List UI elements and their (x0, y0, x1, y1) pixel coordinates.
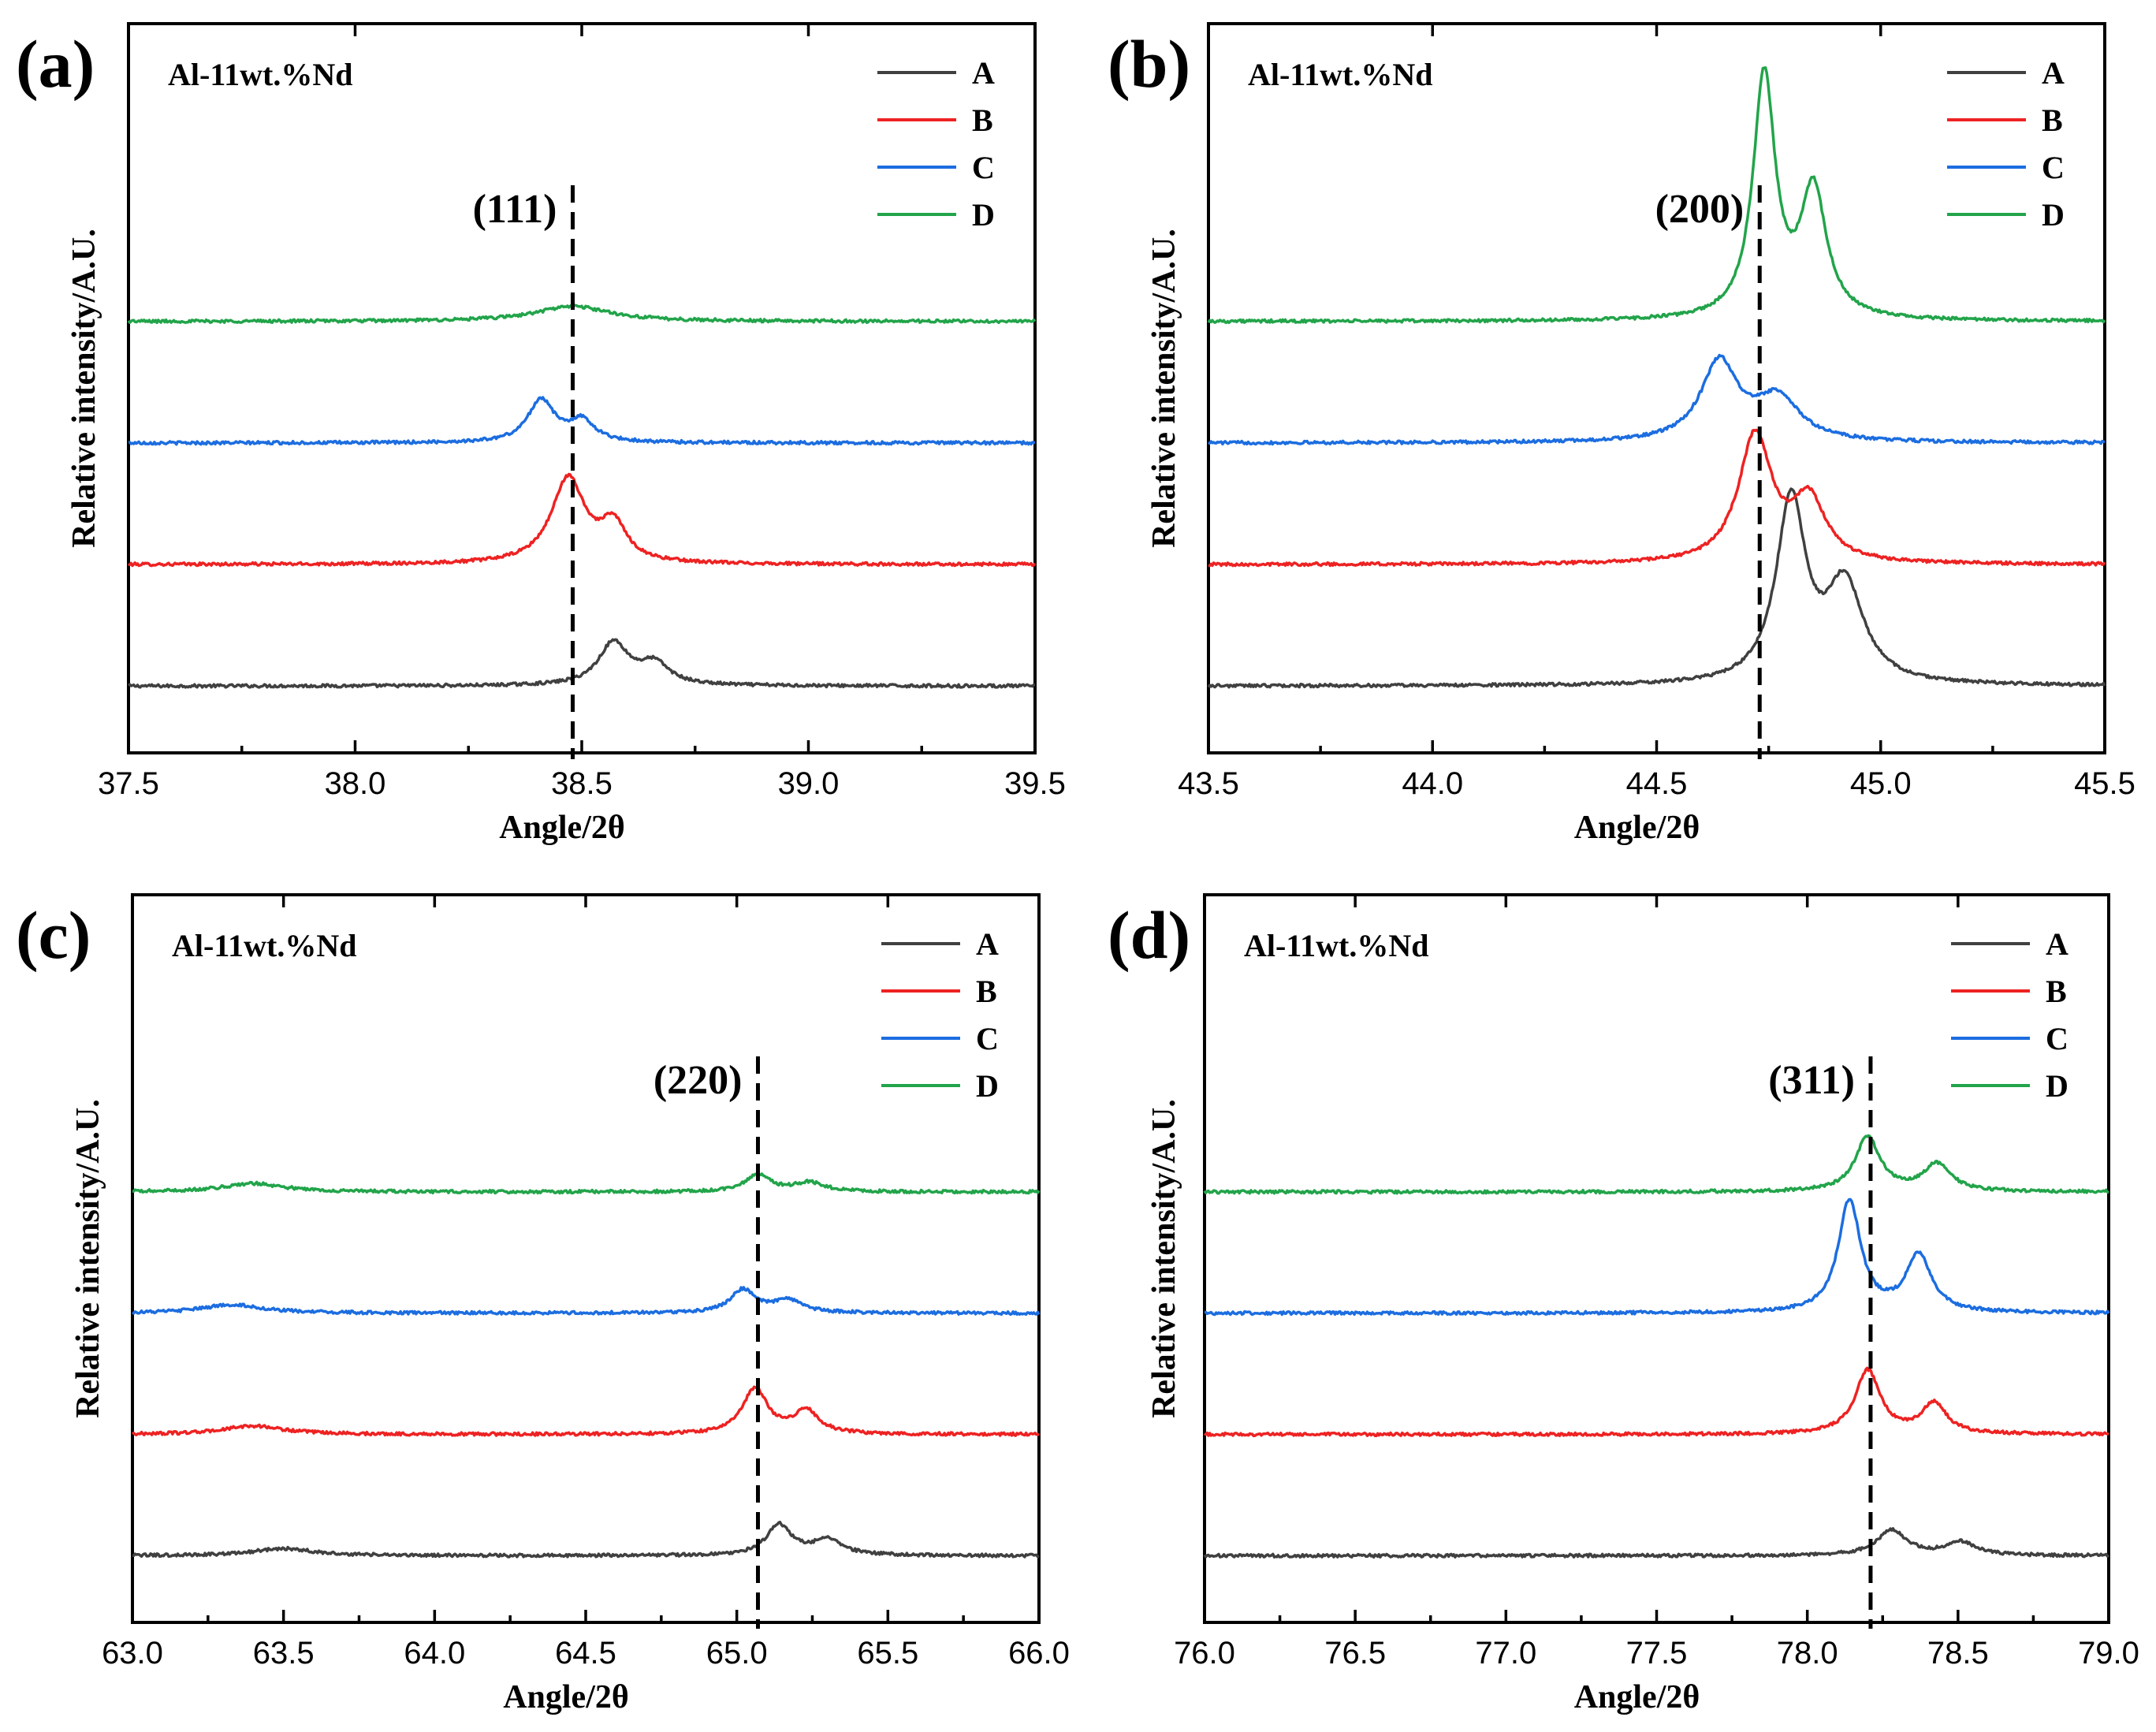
x-tick-label: 38.0 (325, 766, 386, 801)
sample-label: Al-11wt.%Nd (172, 928, 356, 963)
plot-frame (131, 893, 1041, 1624)
series-line-C (128, 396, 1036, 446)
series-line-B (1203, 1366, 2109, 1438)
chart-panel-d: (d) 76.0 76.5 77.0 77.5 78.0 78.5 79.0 Angle/2θ R… (1108, 893, 2139, 1715)
plot-frame (1207, 22, 2106, 754)
x-tick-label: 76.0 (1174, 1636, 1235, 1671)
chart-panel-a: (a) 37.5 38.0 38.5 39.0 39.5 Angle/2θ Relative … (16, 22, 1066, 846)
legend-label-C: C (976, 1021, 999, 1056)
legend-label-C: C (2046, 1021, 2068, 1056)
peak-label: (220) (654, 1058, 743, 1103)
sample-label: Al-11wt.%Nd (1248, 57, 1432, 92)
series-line-A (132, 1520, 1040, 1559)
y-axis-title: Relative intensity/A.U. (66, 229, 102, 548)
series-line-A (127, 638, 1036, 689)
sample-label: Al-11wt.%Nd (168, 57, 352, 92)
x-axis-title: Angle/2θ (1574, 1679, 1700, 1715)
legend-label-D: D (2042, 197, 2065, 233)
legend-label-B: B (976, 974, 997, 1009)
series-line-B (1208, 428, 2106, 568)
x-tick-label: 45.5 (2074, 766, 2136, 801)
series-line-C (1204, 1198, 2110, 1317)
x-tick-label: 77.5 (1626, 1636, 1688, 1671)
legend-label-C: C (972, 150, 995, 185)
chart-panel-b: (b) 43.5 44.0 44.5 45.0 45.5 Angle/2θ Relative … (1108, 22, 2136, 846)
x-tick-label: 43.5 (1178, 766, 1239, 801)
series-line-D (132, 1172, 1041, 1195)
series-line-D (1207, 66, 2106, 325)
x-tick-label: 78.0 (1777, 1636, 1838, 1671)
x-tick-label: 63.0 (102, 1636, 163, 1671)
x-tick-label: 63.5 (253, 1636, 315, 1671)
peak-label: (311) (1768, 1058, 1855, 1103)
x-tick-label: 37.5 (98, 766, 159, 801)
x-tick-label: 65.5 (857, 1636, 918, 1671)
x-tick-label: 39.0 (778, 766, 840, 801)
legend-label-B: B (2046, 974, 2067, 1009)
y-axis-title: Relative intensity/A.U. (70, 1099, 106, 1418)
x-tick-label: 64.0 (404, 1636, 465, 1671)
panel-letter: (c) (16, 897, 91, 973)
chart-panel-c: (c) 63.0 63.5 64.0 64.5 65.0 65.5 66.0 Angle/2θ R… (16, 893, 1070, 1715)
series-line-C (131, 1286, 1041, 1317)
legend-label-A: A (976, 926, 999, 962)
sample-label: Al-11wt.%Nd (1244, 928, 1428, 963)
peak-label: (200) (1655, 187, 1745, 232)
legend-label-D: D (972, 197, 995, 233)
y-axis-title: Relative intensity/A.U. (1146, 1099, 1182, 1418)
x-tick-label: 76.5 (1324, 1636, 1386, 1671)
series-line-D (1203, 1134, 2109, 1195)
legend-label-A: A (972, 55, 995, 91)
series-line-B (131, 1385, 1040, 1437)
peak-label: (111) (473, 187, 557, 232)
legend-label-B: B (2042, 102, 2063, 138)
x-axis-title: Angle/2θ (1574, 810, 1700, 846)
panel-letter: (d) (1108, 897, 1190, 973)
x-axis-title: Angle/2θ (499, 810, 625, 846)
series-line-C (1207, 353, 2106, 446)
panel-letter: (a) (16, 26, 95, 102)
x-axis-title: Angle/2θ (503, 1679, 629, 1715)
legend-label-D: D (2046, 1068, 2068, 1104)
x-tick-label: 44.5 (1626, 766, 1688, 801)
legend-label-A: A (2046, 926, 2068, 962)
legend-label-A: A (2042, 55, 2065, 91)
legend-label-C: C (2042, 150, 2065, 185)
x-tick-label: 64.5 (555, 1636, 616, 1671)
series-line-D (127, 304, 1037, 325)
panel-letter: (b) (1108, 26, 1190, 102)
x-tick-label: 39.5 (1004, 766, 1066, 801)
x-tick-label: 78.5 (1927, 1636, 1989, 1671)
x-tick-label: 77.0 (1475, 1636, 1536, 1671)
series-line-B (127, 472, 1037, 568)
plot-frame (127, 22, 1037, 754)
y-axis-title: Relative intensity/A.U. (1146, 229, 1182, 548)
x-tick-label: 79.0 (2078, 1636, 2139, 1671)
x-tick-label: 44.0 (1402, 766, 1463, 801)
series-line-A (1203, 1527, 2110, 1559)
plot-frame (1203, 893, 2110, 1624)
x-tick-label: 65.0 (706, 1636, 768, 1671)
legend-label-B: B (972, 102, 993, 138)
x-tick-label: 38.5 (551, 766, 613, 801)
series-line-A (1207, 487, 2106, 689)
x-tick-label: 45.0 (1850, 766, 1912, 801)
legend-label-D: D (976, 1068, 999, 1104)
x-tick-label: 66.0 (1008, 1636, 1070, 1671)
